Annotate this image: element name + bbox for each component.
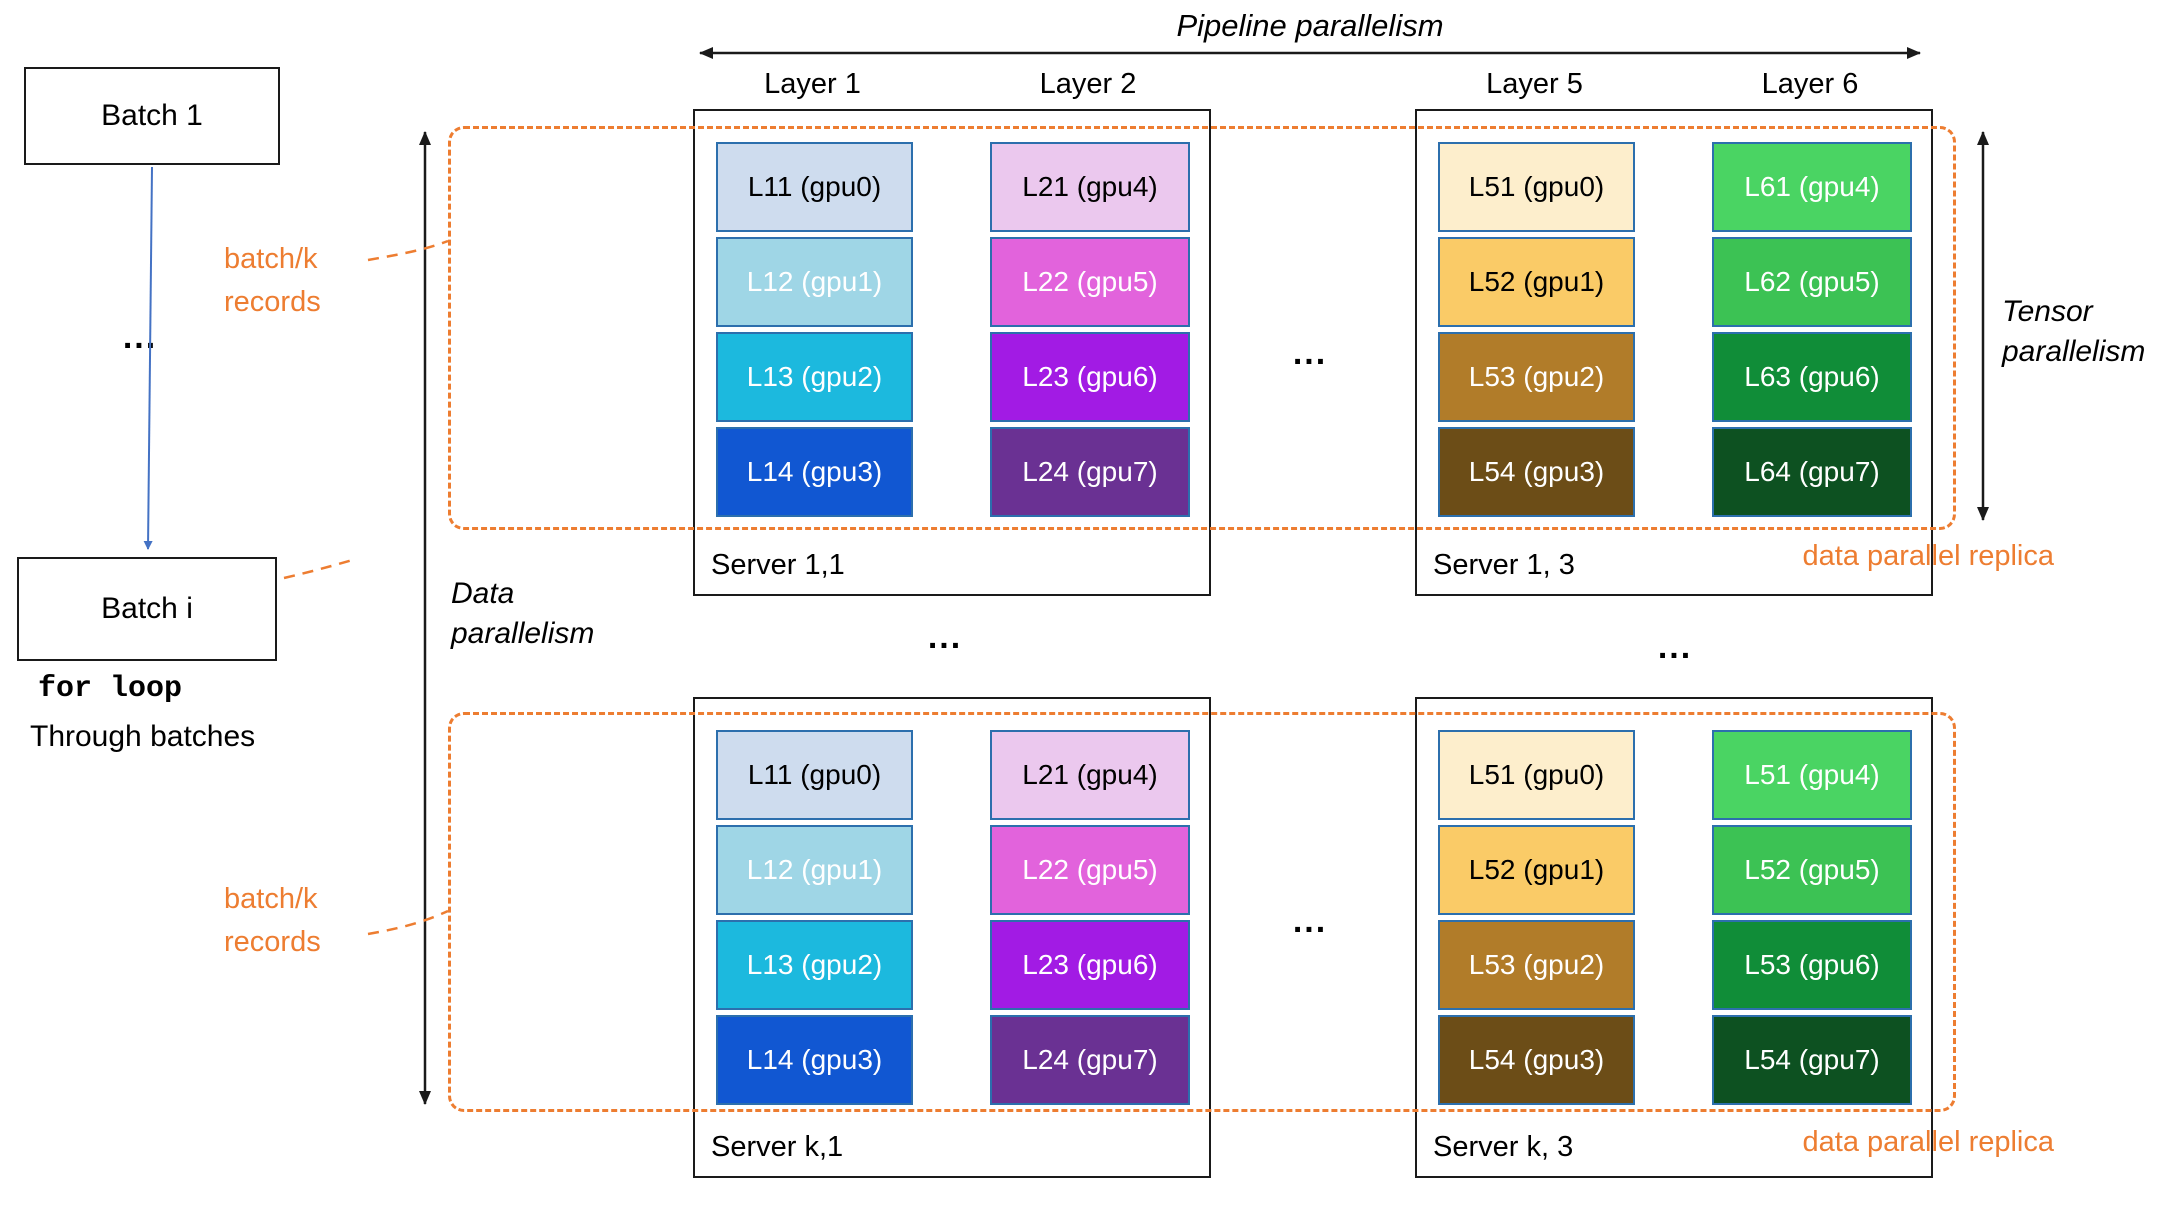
batch-1-box: Batch 1 [24, 67, 280, 165]
batch-k-records-top-label: batch/k records [224, 243, 321, 318]
data-parallel-replica-frame-top [448, 126, 1956, 530]
server-1-3-layer-6-column: L61 (gpu4) L62 (gpu5) L63 (gpu6) L64 (gp… [1712, 142, 1912, 522]
for-loop-label: for loop [38, 672, 183, 706]
pipeline-parallelism-title: Pipeline parallelism [1176, 8, 1444, 43]
server-1-1-layer-1-column: L11 (gpu0) L12 (gpu1) L13 (gpu2) L14 (gp… [716, 142, 913, 522]
server-k-1-label: Server k,1 [711, 1131, 844, 1163]
gpu-cell-l23: L23 (gpu6) [990, 332, 1190, 422]
layer-5-header: Layer 5 [1486, 68, 1583, 100]
row2-middle-ellipsis: ... [1292, 902, 1328, 940]
gpu-cell-l14: L14 (gpu3) [716, 427, 913, 517]
gpu-cell-l24: L24 (gpu7) [990, 1015, 1190, 1105]
rows-gap-right-ellipsis: ... [1657, 628, 1693, 666]
server-k-3-label: Server k, 3 [1433, 1131, 1574, 1163]
server-k-3-layer-6-column: L51 (gpu4) L52 (gpu5) L53 (gpu6) L54 (gp… [1712, 730, 1912, 1110]
data-parallelism-label: Data parallelism [451, 577, 595, 650]
gpu-cell-l53: L53 (gpu2) [1438, 920, 1635, 1010]
server-1-3-label: Server 1, 3 [1433, 549, 1575, 581]
gpu-cell-l11: L11 (gpu0) [716, 142, 913, 232]
server-1-1-box: L11 (gpu0) L12 (gpu1) L13 (gpu2) L14 (gp… [693, 109, 1211, 596]
gpu-cell-l61: L61 (gpu4) [1712, 142, 1912, 232]
gpu-cell-l24: L24 (gpu7) [990, 427, 1190, 517]
server-k-1-layer-2-column: L21 (gpu4) L22 (gpu5) L23 (gpu6) L24 (gp… [990, 730, 1190, 1110]
tensor-parallelism-label: Tensor parallelism [2002, 295, 2146, 368]
gpu-cell-l21: L21 (gpu4) [990, 730, 1190, 820]
layer-6-header: Layer 6 [1761, 68, 1859, 100]
gpu-cell-l54: L54 (gpu3) [1438, 1015, 1635, 1105]
gpu-cell-l54-gpu7: L54 (gpu7) [1712, 1015, 1912, 1105]
batch-flow-arrow [143, 166, 153, 550]
gpu-cell-l53-gpu6: L53 (gpu6) [1712, 920, 1912, 1010]
gpu-cell-l52-gpu5: L52 (gpu5) [1712, 825, 1912, 915]
batch-i-box: Batch i [17, 557, 277, 661]
server-1-1-layer-2-column: L21 (gpu4) L22 (gpu5) L23 (gpu6) L24 (gp… [990, 142, 1190, 522]
gpu-cell-l21: L21 (gpu4) [990, 142, 1190, 232]
through-batches-label: Through batches [30, 720, 256, 753]
gpu-cell-l12: L12 (gpu1) [716, 825, 913, 915]
gpu-cell-l13: L13 (gpu2) [716, 920, 913, 1010]
gpu-cell-l52: L52 (gpu1) [1438, 237, 1635, 327]
server-k-1-layer-1-column: L11 (gpu0) L12 (gpu1) L13 (gpu2) L14 (gp… [716, 730, 913, 1110]
row1-middle-ellipsis: ... [1292, 334, 1328, 372]
server-1-3-layer-5-column: L51 (gpu0) L52 (gpu1) L53 (gpu2) L54 (gp… [1438, 142, 1635, 522]
gpu-cell-l13: L13 (gpu2) [716, 332, 913, 422]
gpu-cell-l64: L64 (gpu7) [1712, 427, 1912, 517]
gpu-cell-l54: L54 (gpu3) [1438, 427, 1635, 517]
gpu-cell-l14: L14 (gpu3) [716, 1015, 913, 1105]
gpu-cell-l52: L52 (gpu1) [1438, 825, 1635, 915]
gpu-cell-l22: L22 (gpu5) [990, 237, 1190, 327]
server-1-3-box: L51 (gpu0) L52 (gpu1) L53 (gpu2) L54 (gp… [1415, 109, 1933, 596]
gpu-cell-l62: L62 (gpu5) [1712, 237, 1912, 327]
gpu-cell-l11: L11 (gpu0) [716, 730, 913, 820]
gpu-cell-l53: L53 (gpu2) [1438, 332, 1635, 422]
rows-gap-left-ellipsis: ... [927, 618, 963, 656]
batch-i-connector [283, 557, 357, 580]
gpu-cell-l51: L51 (gpu0) [1438, 730, 1635, 820]
data-parallel-replica-bottom-label: data parallel replica [1802, 1126, 2054, 1158]
data-parallel-replica-top-label: data parallel replica [1802, 540, 2054, 572]
batch-ellipsis: ... [122, 318, 158, 356]
layer-2-header: Layer 2 [1039, 68, 1137, 100]
data-parallel-replica-frame-bottom [448, 712, 1956, 1112]
server-1-1-label: Server 1,1 [711, 549, 845, 581]
server-k-1-box: L11 (gpu0) L12 (gpu1) L13 (gpu2) L14 (gp… [693, 697, 1211, 1178]
gpu-cell-l63: L63 (gpu6) [1712, 332, 1912, 422]
batch-k-records-bottom-label: batch/k records [224, 883, 321, 958]
server-k-3-layer-5-column: L51 (gpu0) L52 (gpu1) L53 (gpu2) L54 (gp… [1438, 730, 1635, 1110]
gpu-cell-l51: L51 (gpu0) [1438, 142, 1635, 232]
gpu-cell-l51-gpu4: L51 (gpu4) [1712, 730, 1912, 820]
gpu-cell-l23: L23 (gpu6) [990, 920, 1190, 1010]
gpu-cell-l12: L12 (gpu1) [716, 237, 913, 327]
gpu-cell-l22: L22 (gpu5) [990, 825, 1190, 915]
server-k-3-box: L51 (gpu0) L52 (gpu1) L53 (gpu2) L54 (gp… [1415, 697, 1933, 1178]
layer-1-header: Layer 1 [764, 68, 861, 100]
